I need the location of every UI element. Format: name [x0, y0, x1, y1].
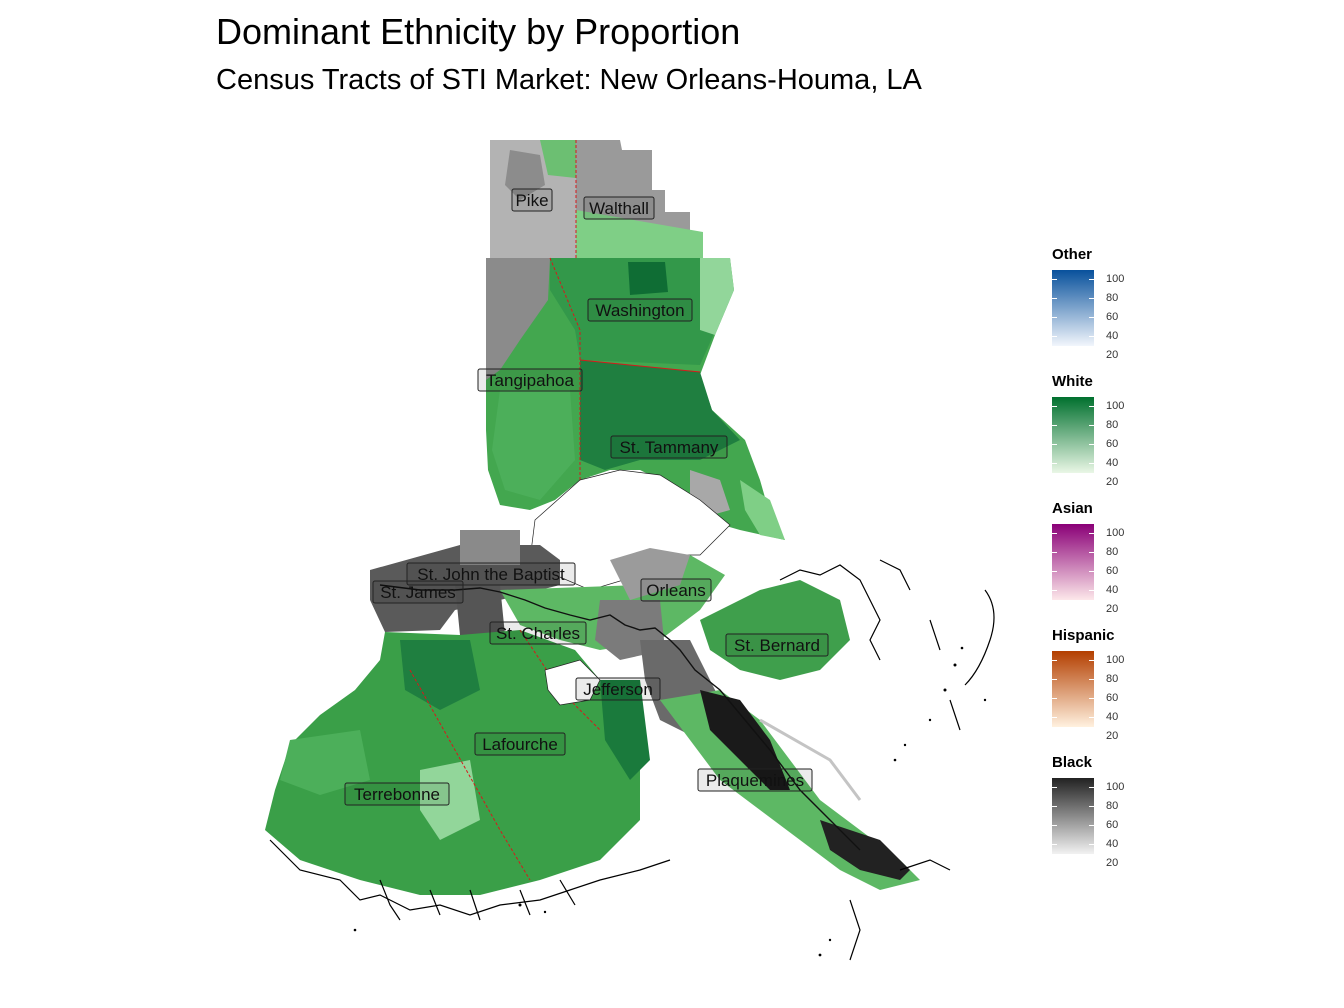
svg-text:Terrebonne: Terrebonne: [354, 785, 440, 804]
tick-label: 100: [1106, 400, 1125, 412]
tick-label: 20: [1106, 857, 1119, 869]
label-tangipahoa: Tangipahoa: [477, 368, 583, 392]
legend-title-asian: Asian: [1052, 500, 1093, 517]
label-washington: Washington: [587, 298, 693, 322]
tick-label: 60: [1106, 565, 1119, 577]
tick-label: 100: [1106, 654, 1125, 666]
svg-text:Tangipahoa: Tangipahoa: [486, 371, 574, 390]
legend-hispanic: Hispanic 100 80 60 40 20: [1052, 627, 1172, 747]
tick-label: 100: [1106, 273, 1125, 285]
region-tangipahoa-washington-sttammany: [486, 257, 785, 540]
tick-label: 40: [1106, 584, 1119, 596]
choropleth-map: Pike Walthall Washington Tangipahoa St. …: [265, 140, 995, 961]
svg-text:Plaquemines: Plaquemines: [706, 771, 804, 790]
tick-label: 20: [1106, 603, 1119, 615]
islands: [353, 646, 987, 957]
label-walthall: Walthall: [583, 196, 655, 220]
tick-label: 40: [1106, 330, 1119, 342]
region-lafourche-terrebonne: [265, 629, 720, 895]
tick-label: 40: [1106, 457, 1119, 469]
legend-colorbar-black: [1052, 778, 1094, 854]
tick-label: 20: [1106, 730, 1119, 742]
parish-labels: Pike Walthall Washington Tangipahoa St. …: [344, 188, 829, 806]
tick-label: 100: [1106, 781, 1125, 793]
tick-label: 20: [1106, 476, 1119, 488]
tick-label: 60: [1106, 819, 1119, 831]
label-orleans: Orleans: [640, 578, 712, 602]
legend-colorbar-asian: [1052, 524, 1094, 600]
legend-title-other: Other: [1052, 246, 1093, 263]
svg-text:St. James: St. James: [380, 583, 456, 602]
legend-title-white: White: [1052, 373, 1093, 390]
label-st-bernard: St. Bernard: [725, 633, 829, 657]
svg-text:Orleans: Orleans: [646, 581, 706, 600]
tick-label: 20: [1106, 349, 1119, 361]
svg-text:Lafourche: Lafourche: [482, 735, 558, 754]
tick-label: 40: [1106, 838, 1119, 850]
svg-text:St. Charles: St. Charles: [496, 624, 580, 643]
label-st-charles: St. Charles: [489, 621, 587, 645]
legend-asian: Asian 100 80 60 40 20: [1052, 500, 1172, 620]
tick-label: 100: [1106, 527, 1125, 539]
tick-label: 40: [1106, 711, 1119, 723]
label-pike: Pike: [511, 188, 553, 212]
region-stbernard-plaquemines: [660, 580, 920, 890]
svg-text:Jefferson: Jefferson: [583, 680, 653, 699]
svg-text:St. Bernard: St. Bernard: [734, 636, 820, 655]
svg-text:Walthall: Walthall: [589, 199, 649, 218]
svg-text:St. John the Baptist: St. John the Baptist: [417, 565, 565, 584]
mississippi-river: [379, 584, 861, 851]
svg-text:St. Tammany: St. Tammany: [620, 438, 719, 457]
legend-title-black: Black: [1052, 754, 1093, 771]
coastline-marsh: [269, 559, 995, 961]
map-title: Dominant Ethnicity by Proportion: [216, 11, 741, 52]
label-st-john-the-baptist: St. John the Baptist: [406, 562, 576, 586]
tick-label: 80: [1106, 546, 1119, 558]
tick-label: 60: [1106, 692, 1119, 704]
svg-text:Washington: Washington: [595, 301, 684, 320]
tick-label: 60: [1106, 311, 1119, 323]
label-lafourche: Lafourche: [474, 732, 566, 756]
map-subtitle: Census Tracts of STI Market: New Orleans…: [216, 64, 922, 96]
legend-white: White 100 80 60 40 20: [1052, 373, 1172, 493]
tick-label: 80: [1106, 673, 1119, 685]
tick-label: 60: [1106, 438, 1119, 450]
region-pike-walthall: [490, 140, 703, 258]
label-st-tammany: St. Tammany: [610, 435, 728, 459]
legend-black: Black 100 80 60 40 20: [1052, 754, 1172, 874]
legend-colorbar-white: [1052, 397, 1094, 473]
tick-label: 80: [1106, 419, 1119, 431]
legend-other: Other 100 80 60 40 20: [1052, 246, 1172, 366]
label-jefferson: Jefferson: [575, 677, 661, 701]
label-st-james: St. James: [372, 580, 464, 604]
tick-label: 80: [1106, 292, 1119, 304]
label-plaquemines: Plaquemines: [697, 768, 813, 792]
tick-label: 80: [1106, 800, 1119, 812]
label-terrebonne: Terrebonne: [344, 782, 450, 806]
legend-title-hispanic: Hispanic: [1052, 627, 1115, 644]
legend-colorbar-hispanic: [1052, 651, 1094, 727]
legend-colorbar-other: [1052, 270, 1094, 346]
svg-text:Pike: Pike: [515, 191, 548, 210]
